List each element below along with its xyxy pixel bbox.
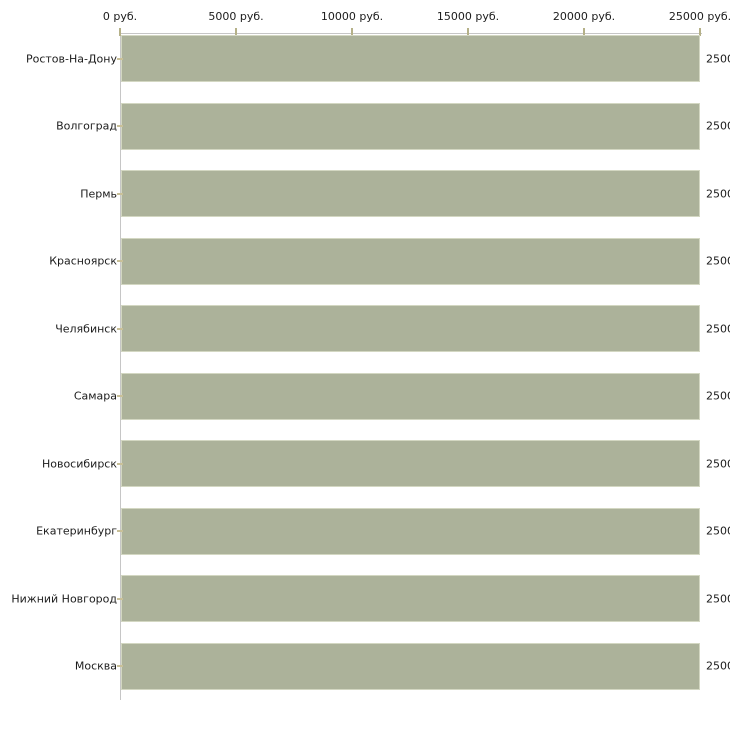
bar-value-label: 25000 руб.	[706, 457, 730, 470]
bar-value-label: 25000 руб.	[706, 524, 730, 538]
bar	[121, 575, 700, 622]
bar-value-label: 25000 руб.	[706, 187, 730, 200]
x-axis-tick-label: 0 руб.	[102, 10, 138, 23]
x-axis-tick-label: 25000 руб.	[668, 10, 730, 23]
category-tick	[117, 462, 123, 465]
bar-value-label: 25000 руб.	[706, 254, 730, 268]
x-axis-tick	[583, 28, 585, 36]
bar	[121, 237, 700, 285]
category-tick	[117, 260, 123, 262]
category-label: Пермь	[80, 187, 117, 200]
x-axis-tick-label: 20000 руб.	[552, 10, 616, 23]
x-axis-line	[120, 33, 702, 34]
x-axis-tick-label: 15000 руб.	[436, 10, 500, 23]
bar	[121, 372, 700, 420]
category-tick	[117, 57, 123, 60]
bar-value-label: 25000 руб.	[706, 119, 730, 133]
bar	[121, 642, 700, 690]
bar-value-label: 25000 руб.	[706, 659, 730, 673]
category-tick	[117, 597, 123, 600]
category-tick	[117, 530, 123, 532]
category-label: Новосибирск	[41, 457, 117, 470]
category-label: Ростов-На-Дону	[25, 52, 117, 65]
bar-value-label: 25000 руб.	[706, 322, 730, 335]
x-axis-tick	[467, 28, 469, 36]
x-axis-tick	[119, 28, 121, 36]
category-tick	[117, 327, 123, 330]
x-axis-tick-label: 5000 руб.	[208, 10, 264, 23]
x-axis-tick-label: 10000 руб.	[320, 10, 384, 23]
bar	[121, 35, 700, 82]
bar	[121, 170, 700, 217]
category-label: Челябинск	[55, 322, 117, 335]
x-axis-tick	[351, 28, 353, 36]
category-label: Нижний Новгород	[11, 592, 117, 605]
category-label: Красноярск	[49, 254, 117, 268]
category-label: Самара	[73, 389, 117, 403]
category-label: Екатеринбург	[36, 524, 117, 538]
bar-value-label: 25000 руб.	[706, 592, 730, 605]
bar	[121, 440, 700, 487]
y-axis-line	[120, 33, 121, 700]
bar	[121, 102, 700, 150]
x-axis-tick	[235, 28, 237, 36]
category-tick	[117, 125, 123, 127]
bar-value-label: 25000 руб.	[706, 389, 730, 403]
category-label: Волгоград	[56, 119, 117, 133]
x-axis-tick	[699, 28, 701, 36]
bar	[121, 305, 700, 352]
bar	[121, 507, 700, 555]
category-tick	[117, 395, 123, 397]
category-tick	[117, 665, 123, 667]
category-tick	[117, 192, 123, 195]
category-label: Москва	[74, 659, 117, 673]
bar-value-label: 25000 руб.	[706, 52, 730, 65]
